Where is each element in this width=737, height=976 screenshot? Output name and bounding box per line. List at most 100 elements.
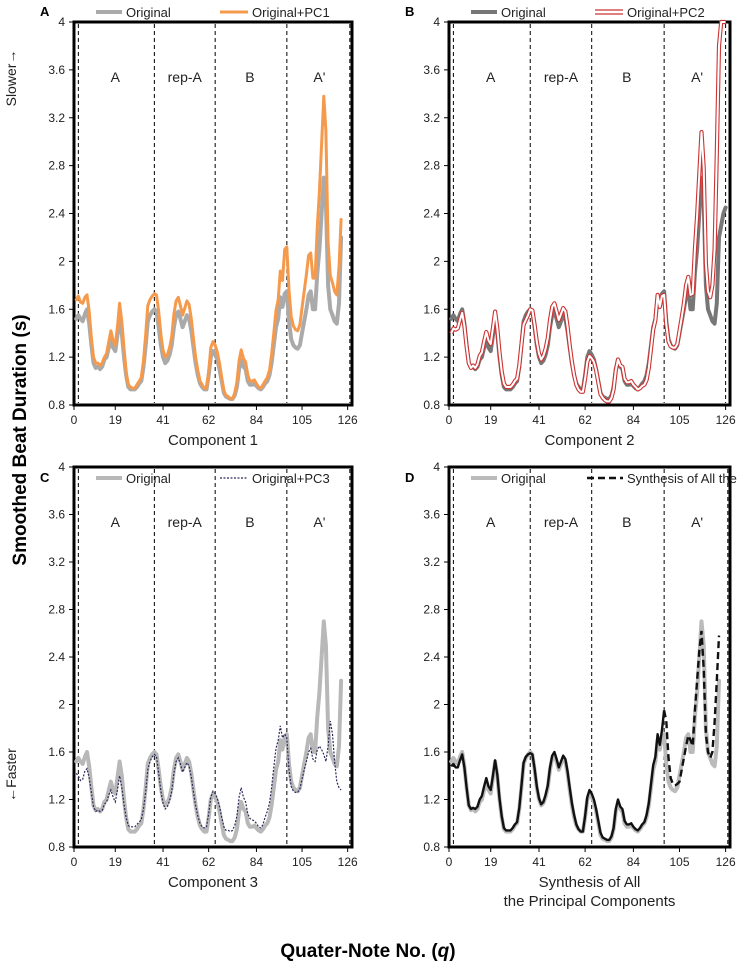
x-label-d: Synthesis of All [539,874,641,891]
y-tick-label-d-5: 2.8 [423,603,440,617]
x-tick-label-a-6: 126 [338,413,358,427]
x-axis-title: Quater-Note No. (q) [280,941,455,962]
section-label-c-1: rep-A [168,514,203,530]
section-label-b-0: A [486,69,496,85]
y-tick-label-b-2: 1.6 [423,302,440,316]
section-label-d-0: A [486,514,496,530]
y-tick-label-d-2: 1.6 [423,745,440,759]
x-tick-label-d-6: 126 [716,855,736,869]
y-tick-label-c-1: 1.2 [48,793,65,807]
x-tick-label-b-4: 84 [627,413,641,427]
legend-label-d-0: Original [501,471,546,486]
panel-letter-c: C [40,470,50,485]
y-tick-label-a-0: 0.8 [48,398,65,412]
x-tick-label-b-0: 0 [446,413,453,427]
x-tick-label-a-0: 0 [71,413,78,427]
y-tick-label-c-7: 3.6 [48,508,65,522]
x-tick-label-a-2: 41 [156,413,170,427]
section-label-c-3: A' [313,514,325,530]
section-label-b-1: rep-A [544,69,579,85]
y-tick-label-a-7: 3.6 [48,63,65,77]
x-tick-label-c-3: 62 [202,855,216,869]
y-tick-label-d-3: 2 [433,698,440,712]
y-tick-label-b-4: 2.4 [423,207,440,221]
section-label-c-2: B [245,514,254,530]
legend-label-c-0: Original [126,471,171,486]
x-label-a: Component 1 [168,432,258,449]
y-tick-label-c-4: 2.4 [48,650,65,664]
legend-label-c-1: Original+PC3 [252,471,330,486]
y-tick-label-b-7: 3.6 [423,63,440,77]
section-label-c-0: A [111,514,121,530]
y-axis-title: Smoothed Beat Duration (s) [10,314,31,565]
section-label-a-1: rep-A [168,69,203,85]
x-tick-label-d-2: 41 [532,855,546,869]
section-label-a-3: A' [313,69,325,85]
panel-letter-a: A [40,4,50,19]
panel-letter-b: B [405,4,414,19]
legend-label-d-1: Synthesis of All the PCs [627,471,737,486]
y-tick-label-c-5: 2.8 [48,603,65,617]
y-tick-label-d-4: 2.4 [423,650,440,664]
y-tick-label-a-2: 1.6 [48,302,65,316]
series-line-a-1 [74,94,343,401]
x-tick-label-a-3: 62 [202,413,216,427]
y-tick-label-d-1: 1.2 [423,793,440,807]
x-axis-title-end: ) [449,941,455,962]
x-label-c: Component 3 [168,874,258,891]
x-label-b: Component 2 [544,432,634,449]
section-label-a-0: A [111,69,121,85]
y-tick-label-b-1: 1.2 [423,350,440,364]
x-tick-label-b-5: 105 [669,413,689,427]
section-label-d-3: A' [691,514,703,530]
x-tick-label-d-1: 19 [484,855,498,869]
y-tick-label-a-6: 3.2 [48,111,65,125]
y-tick-label-b-5: 2.8 [423,159,440,173]
y-tick-label-d-7: 3.6 [423,508,440,522]
legend-label-b-1: Original+PC2 [627,5,705,20]
slower-label: Slower→ [3,50,19,107]
x-axis-title-main: Quater-Note No. ( [280,941,438,962]
y-tick-label-a-5: 2.8 [48,159,65,173]
y-tick-label-b-6: 3.2 [423,111,440,125]
section-label-a-2: B [245,69,254,85]
section-label-d-1: rep-A [544,514,579,530]
x-tick-label-a-1: 19 [109,413,123,427]
faster-label: ←Faster [3,748,19,802]
x-tick-label-a-5: 105 [292,413,312,427]
series-line-d-1 [450,710,666,842]
section-label-d-2: B [622,514,631,530]
x-tick-label-c-0: 0 [71,855,78,869]
y-tick-label-a-3: 2 [58,254,65,268]
y-tick-label-b-8: 4 [433,15,440,29]
y-tick-label-a-4: 2.4 [48,207,65,221]
section-label-b-3: A' [691,69,703,85]
x-axis-title-var: q [438,941,450,962]
x-tick-label-c-6: 126 [338,855,358,869]
y-tick-label-c-0: 0.8 [48,840,65,854]
x-tick-label-b-3: 62 [578,413,592,427]
y-tick-label-c-8: 4 [58,460,65,474]
x-tick-label-b-6: 126 [716,413,736,427]
y-tick-label-d-8: 4 [433,460,440,474]
x-tick-label-c-4: 84 [250,855,264,869]
y-tick-label-a-1: 1.2 [48,350,65,364]
x-tick-label-c-5: 105 [292,855,312,869]
x-tick-label-d-4: 84 [627,855,641,869]
x-tick-label-c-2: 41 [156,855,170,869]
y-tick-label-c-3: 2 [58,698,65,712]
legend-label-b-0: Original [501,5,546,20]
y-tick-label-a-8: 4 [58,15,65,29]
legend-label-a-1: Original+PC1 [252,5,330,20]
y-tick-label-d-0: 0.8 [423,840,440,854]
x-tick-label-b-2: 41 [532,413,546,427]
y-tick-label-b-3: 2 [433,254,440,268]
legend-label-a-0: Original [126,5,171,20]
series-line-d-1-dashed [662,630,721,787]
